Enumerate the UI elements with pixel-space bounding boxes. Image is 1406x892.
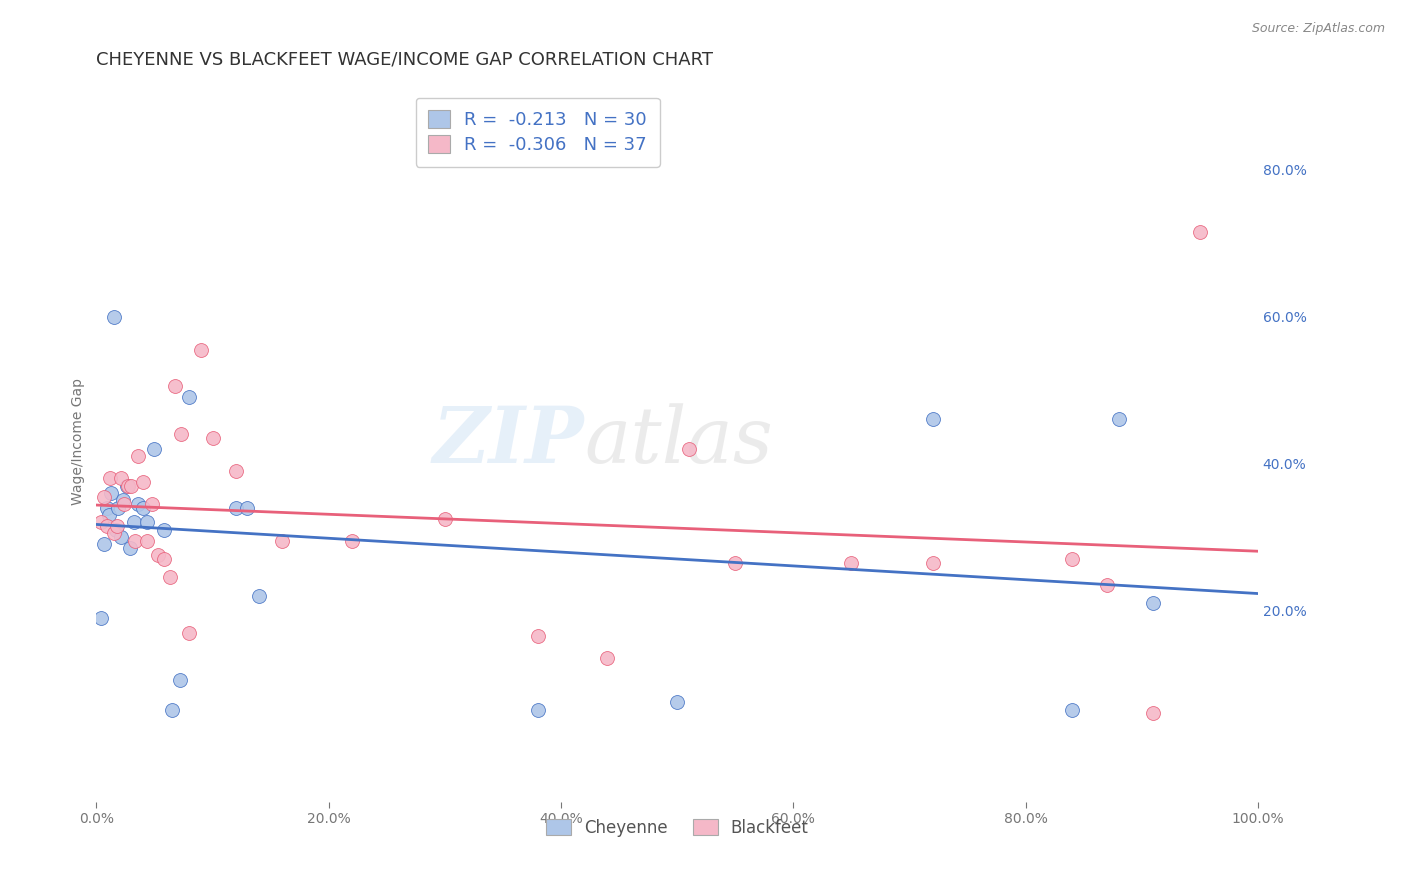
Point <box>103 310 125 324</box>
Text: ZIP: ZIP <box>433 403 585 480</box>
Point <box>110 530 132 544</box>
Point <box>143 442 166 456</box>
Point <box>100 486 122 500</box>
Point <box>1188 225 1211 239</box>
Legend: Cheyenne, Blackfeet: Cheyenne, Blackfeet <box>538 813 815 844</box>
Point <box>666 695 689 709</box>
Point <box>98 508 121 522</box>
Point <box>105 519 128 533</box>
Point <box>118 541 141 555</box>
Point <box>678 442 700 456</box>
Point <box>921 412 943 426</box>
Point <box>112 493 135 508</box>
Point <box>96 500 118 515</box>
Point <box>1142 706 1164 721</box>
Point <box>169 673 191 688</box>
Point <box>160 703 183 717</box>
Point <box>107 500 129 515</box>
Point <box>170 427 193 442</box>
Point <box>96 519 118 533</box>
Point <box>93 490 115 504</box>
Point <box>225 500 247 515</box>
Point <box>340 533 363 548</box>
Point <box>596 651 619 665</box>
Point <box>146 549 169 563</box>
Text: Source: ZipAtlas.com: Source: ZipAtlas.com <box>1251 22 1385 36</box>
Point <box>132 475 155 489</box>
Point <box>93 537 115 551</box>
Point <box>433 511 456 525</box>
Point <box>122 516 145 530</box>
Point <box>1060 703 1083 717</box>
Point <box>98 471 121 485</box>
Point <box>271 533 294 548</box>
Point <box>526 703 548 717</box>
Point <box>115 478 138 492</box>
Point <box>225 464 247 478</box>
Point <box>136 533 159 548</box>
Point <box>117 478 139 492</box>
Text: CHEYENNE VS BLACKFEET WAGE/INCOME GAP CORRELATION CHART: CHEYENNE VS BLACKFEET WAGE/INCOME GAP CO… <box>97 51 713 69</box>
Point <box>201 431 224 445</box>
Point <box>1060 552 1083 566</box>
Point <box>152 552 174 566</box>
Point <box>841 556 863 570</box>
Point <box>1108 412 1130 426</box>
Point <box>136 516 159 530</box>
Point <box>921 556 943 570</box>
Point <box>1142 596 1164 610</box>
Point <box>236 500 259 515</box>
Point <box>103 526 125 541</box>
Point <box>124 533 146 548</box>
Point <box>127 449 149 463</box>
Point <box>159 570 181 584</box>
Point <box>110 471 132 485</box>
Point <box>179 625 201 640</box>
Point <box>127 497 149 511</box>
Point <box>105 523 128 537</box>
Y-axis label: Wage/Income Gap: Wage/Income Gap <box>72 378 86 505</box>
Point <box>152 523 174 537</box>
Point <box>132 500 155 515</box>
Point <box>165 379 187 393</box>
Point <box>247 589 270 603</box>
Text: atlas: atlas <box>585 403 773 480</box>
Point <box>112 497 135 511</box>
Point <box>141 497 163 511</box>
Point <box>179 390 201 404</box>
Point <box>526 629 548 643</box>
Point <box>90 516 112 530</box>
Point <box>1095 578 1118 592</box>
Point <box>724 556 747 570</box>
Point <box>120 478 142 492</box>
Point <box>190 343 212 357</box>
Point <box>90 611 112 625</box>
